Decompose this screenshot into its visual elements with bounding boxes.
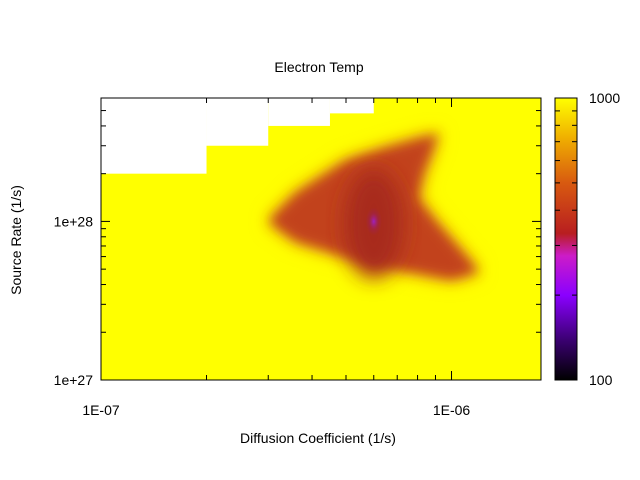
plot-area [101, 98, 541, 380]
no-data-cell [206, 98, 269, 146]
x-tick-label: 1E-06 [433, 402, 471, 418]
no-data-cell [268, 98, 330, 126]
no-data-cell [329, 98, 374, 114]
colorbar-label: 100 [589, 372, 613, 388]
x-tick-label: 1E-07 [82, 402, 120, 418]
colorbar-label: 1000 [589, 90, 620, 106]
x-axis-title: Diffusion Coefficient (1/s) [240, 430, 396, 446]
y-tick-label: 1e+27 [54, 372, 94, 388]
colorbar [554, 97, 578, 381]
y-tick-label: 1e+28 [54, 213, 94, 229]
y-axis-title: Source Rate (1/s) [8, 185, 24, 295]
no-data-cell [101, 98, 207, 174]
heatmap-core [365, 207, 382, 236]
plot-frame [100, 97, 542, 381]
chart-title: Electron Temp [274, 59, 363, 75]
